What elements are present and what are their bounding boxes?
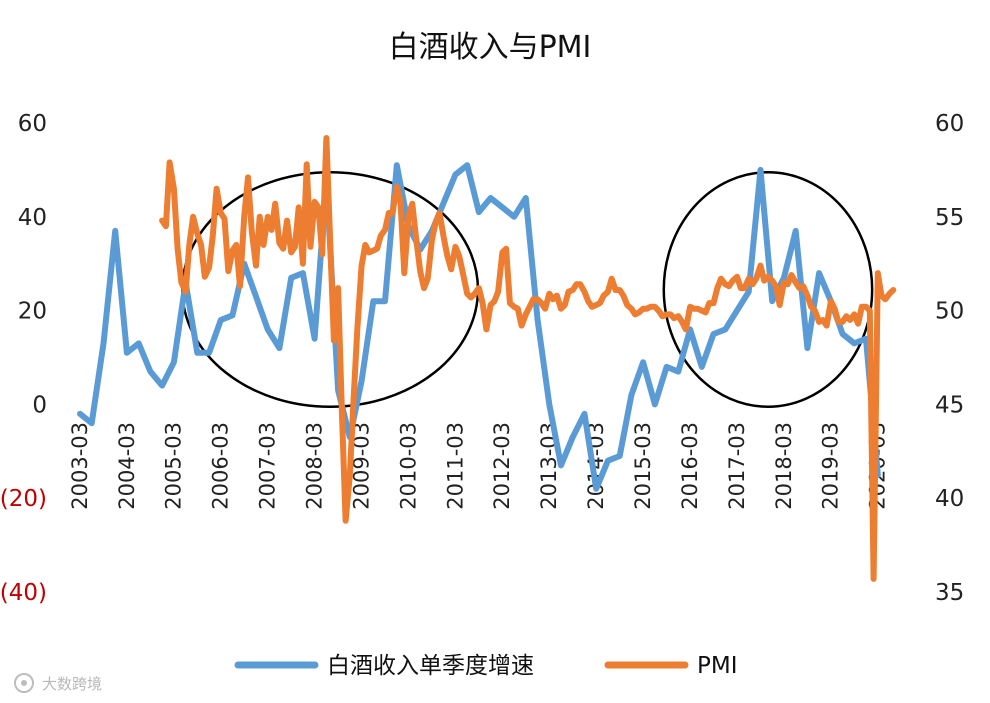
right-tick-label: 35 [935,580,964,606]
watermark-logo-icon [14,673,34,693]
x-tick-label: 2006-03 [209,422,233,510]
x-tick-label: 2015-03 [631,422,655,510]
left-tick-label: 20 [18,299,47,325]
right-tick-label: 45 [935,392,964,418]
x-tick-label: 2004-03 [115,422,139,510]
highlight-ellipse-2 [662,170,874,408]
legend-label-series-2: PMI [697,653,738,679]
x-tick-label: 2007-03 [256,422,280,510]
x-axis-ticks: 2003-03 2004-03 2005-03 2006-03 2007-03 2008-… [68,422,890,510]
series-lines [77,135,897,582]
x-tick-label: 2005-03 [162,422,186,510]
legend-label-series-1: 白酒收入单季度增速 [327,653,534,679]
right-axis-ticks: 60 55 50 45 40 35 [935,111,964,606]
x-tick-label: 2012-03 [490,422,514,510]
left-tick-label: 0 [32,392,47,418]
series-line-2 [159,135,897,582]
left-tick-label: 40 [18,205,47,231]
x-tick-label: 2016-03 [678,422,702,510]
chart-title: 白酒收入与PMI [389,30,592,65]
x-tick-label: 2017-03 [725,422,749,510]
left-tick-label: (20) [0,486,47,512]
watermark-logo-dot-icon [21,680,27,686]
legend: 白酒收入单季度增速 PMI [234,653,738,679]
watermark: 大数跨境 [14,673,102,693]
x-tick-label: 2018-03 [772,422,796,510]
x-tick-label: 2019-03 [819,422,843,510]
x-tick-label: 2003-03 [68,422,92,510]
right-tick-label: 40 [935,486,964,512]
left-axis-ticks: 60 40 20 0 (20) (40) [0,111,47,606]
right-tick-label: 60 [935,111,964,137]
watermark-text: 大数跨境 [42,675,102,693]
right-tick-label: 50 [935,299,964,325]
x-tick-label: 2011-03 [443,422,467,510]
series-line-1 [77,162,881,492]
right-tick-label: 55 [935,205,964,231]
left-tick-label: 60 [18,111,47,137]
x-tick-label: 2010-03 [396,422,420,510]
x-tick-label: 2008-03 [302,422,326,510]
left-tick-label: (40) [0,580,47,606]
